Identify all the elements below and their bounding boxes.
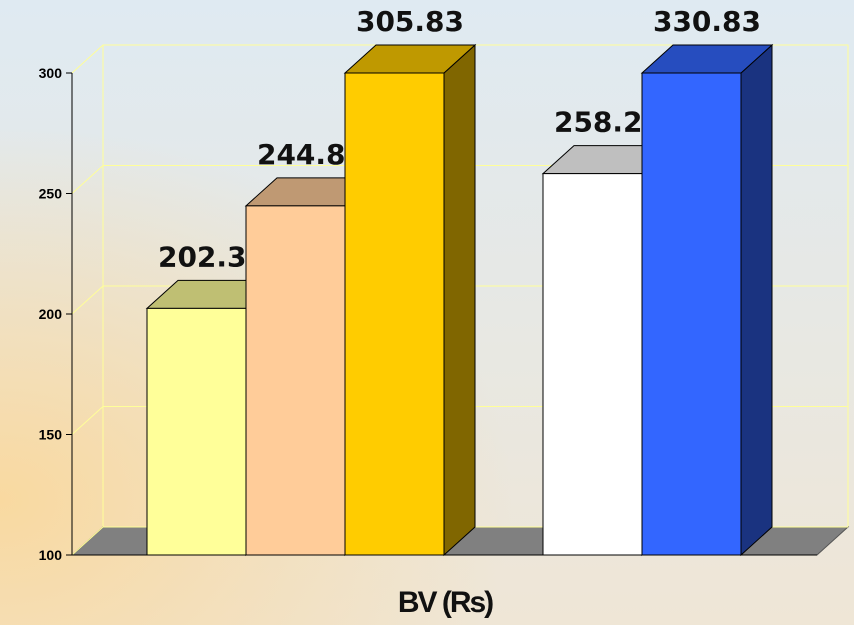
value-label: 305.83 bbox=[356, 5, 464, 38]
bar bbox=[542, 173, 643, 556]
y-tick-label: 250 bbox=[39, 186, 63, 202]
y-tick-label: 150 bbox=[39, 427, 63, 443]
bar-side bbox=[740, 43, 773, 557]
grid-line-side bbox=[71, 44, 104, 74]
grid-line-side bbox=[71, 285, 104, 315]
bar bbox=[146, 307, 247, 556]
value-label: 330.83 bbox=[653, 5, 761, 38]
grid-line-side bbox=[71, 165, 104, 194]
bar bbox=[344, 72, 445, 556]
grid-line-side bbox=[71, 406, 104, 435]
bar bbox=[245, 205, 346, 556]
grid-line-side bbox=[71, 526, 104, 556]
bar-side bbox=[443, 43, 476, 557]
y-tick-label: 300 bbox=[39, 65, 63, 81]
x-axis-label: BV (Rs) bbox=[398, 586, 493, 619]
y-tick-label: 100 bbox=[39, 547, 63, 563]
y-tick-label: 200 bbox=[39, 306, 63, 322]
bar bbox=[641, 72, 742, 556]
